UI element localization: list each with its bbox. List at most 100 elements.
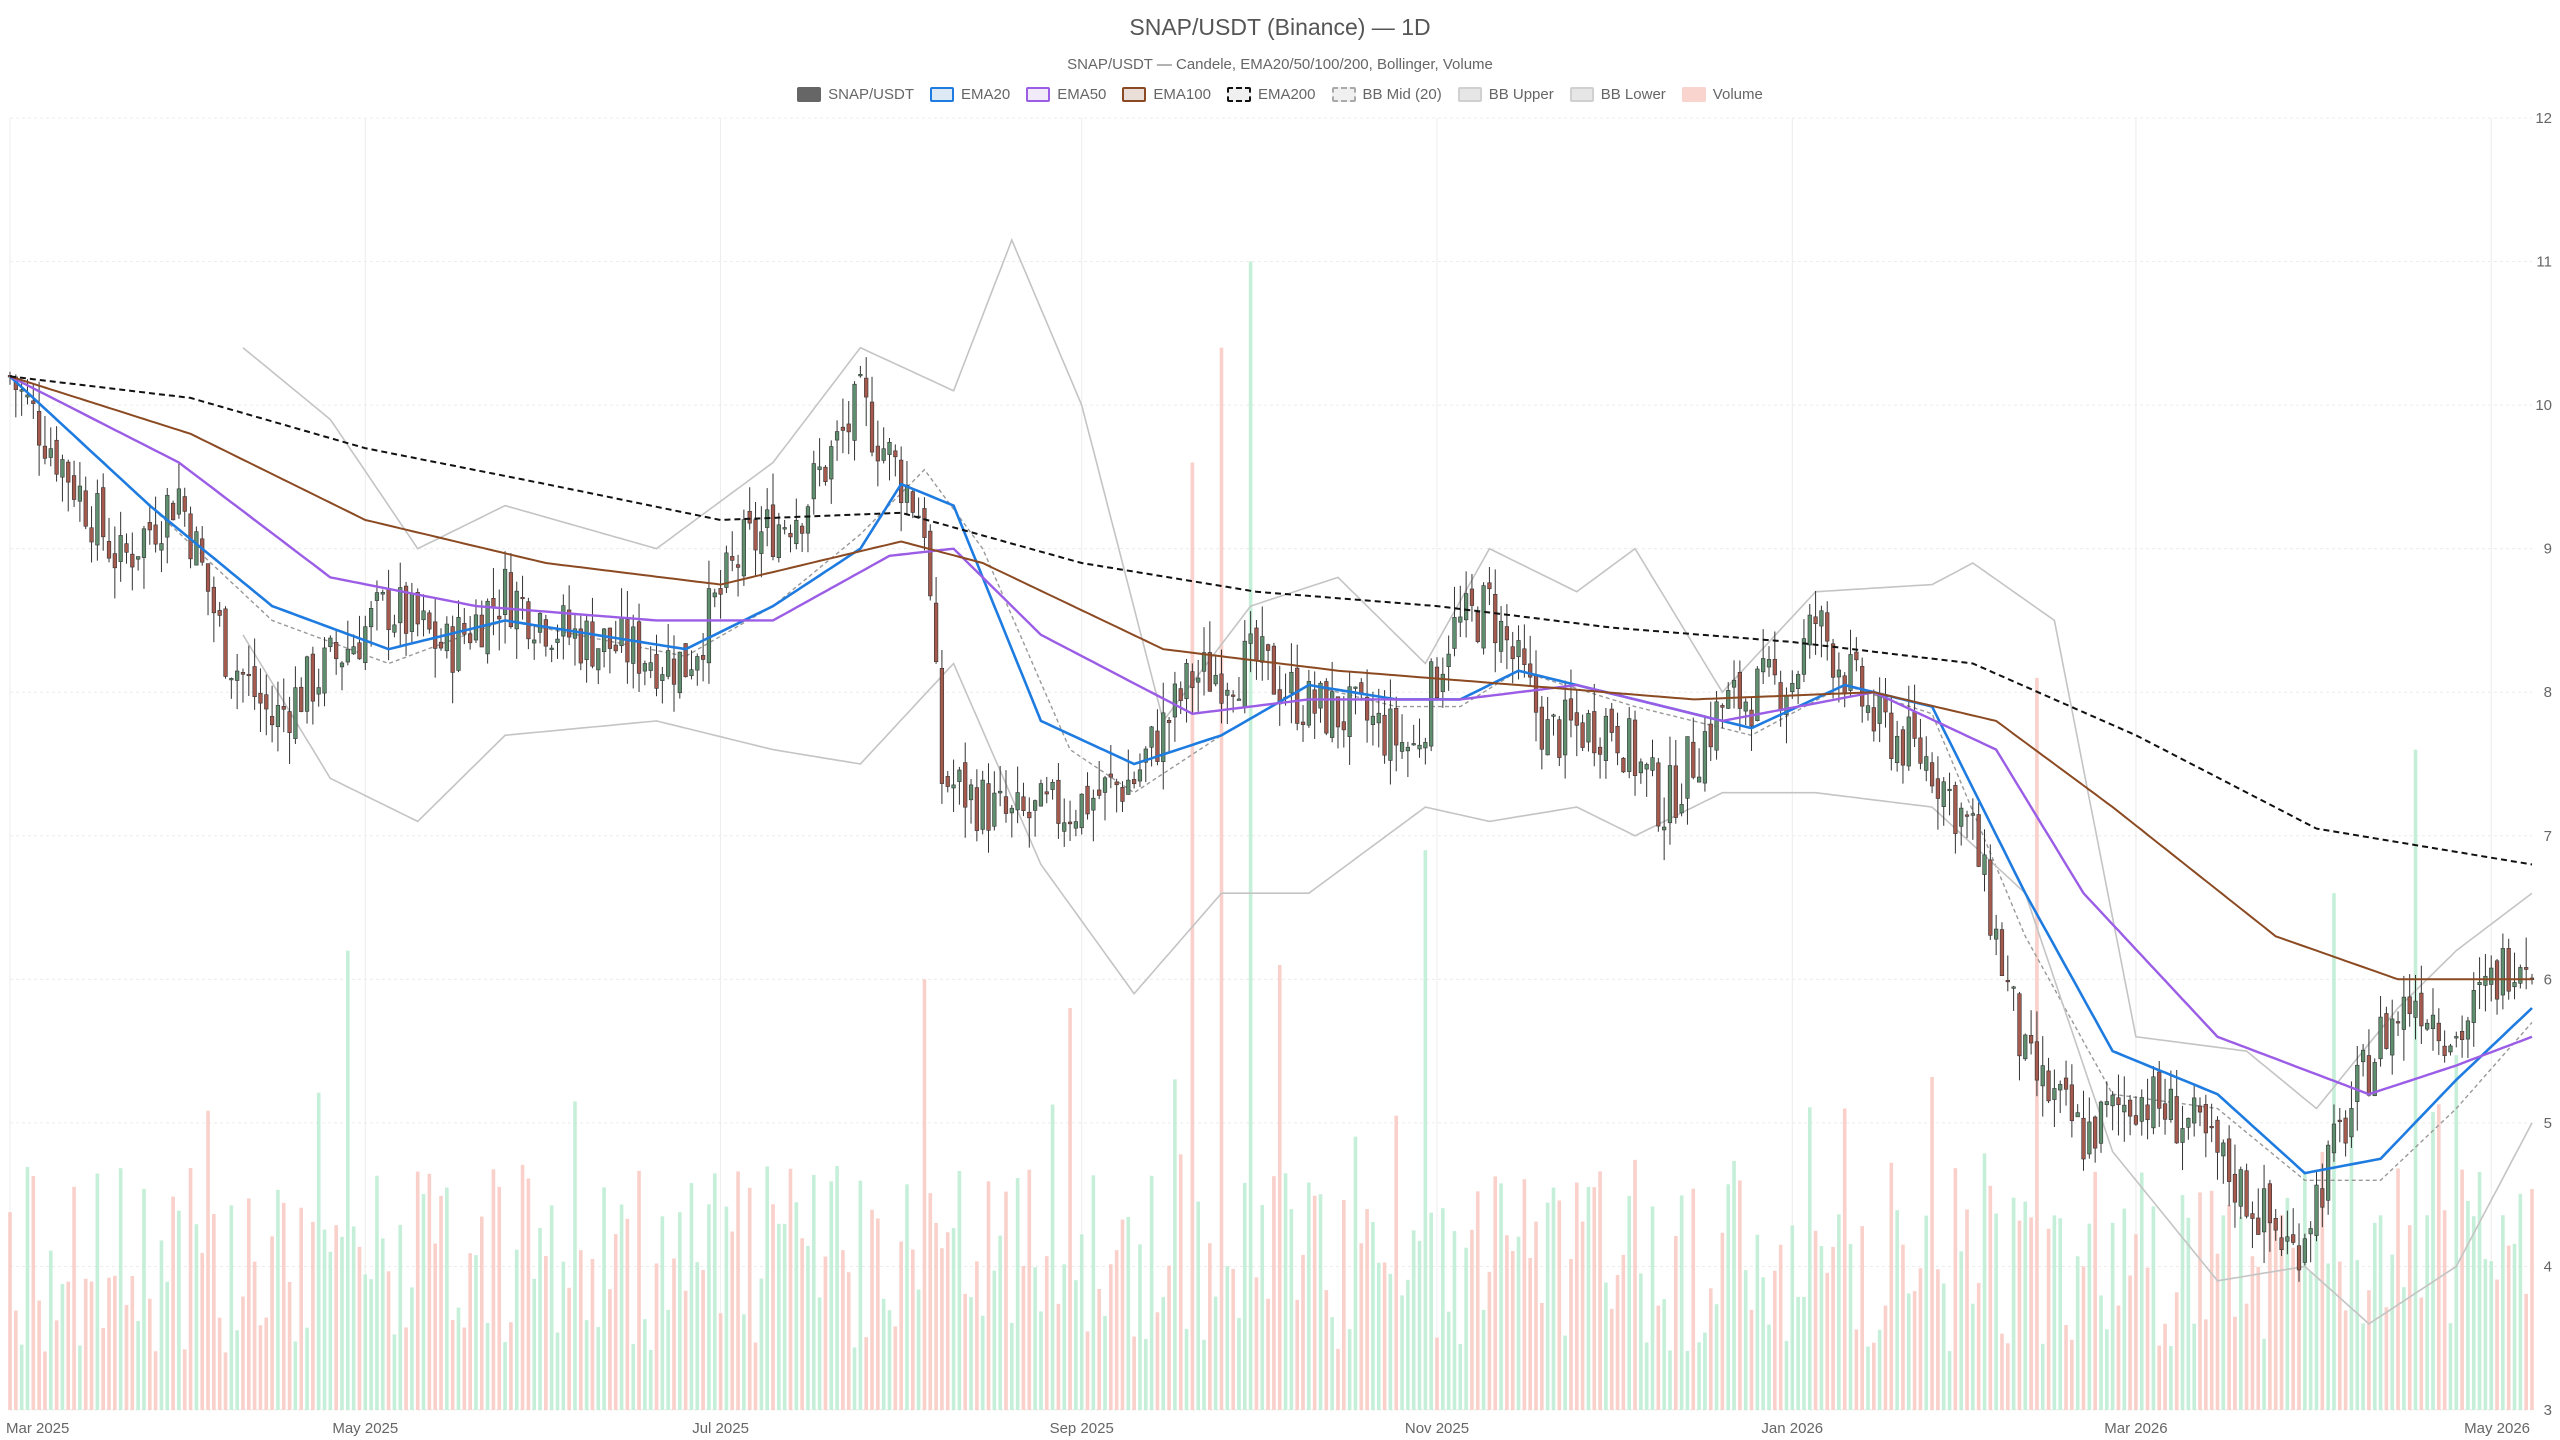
volume-bar (60, 1283, 65, 1410)
volume-bar (2402, 1287, 2406, 1410)
volume-bar (159, 1240, 164, 1410)
volume-bar (619, 1204, 624, 1410)
volume-bar (2110, 1222, 2115, 1410)
volume-bar (299, 1207, 304, 1410)
legend: SNAP/USDT EMA20 EMA50 EMA100 EMA200 BB M… (0, 86, 2560, 103)
candle-body (2279, 1237, 2284, 1250)
candle-body (2349, 1108, 2354, 1138)
candle-body (427, 612, 432, 630)
volume-bar (1411, 1230, 1416, 1410)
volume-bar (1697, 1342, 1701, 1410)
candle-body (922, 508, 927, 538)
volume-bar (421, 1193, 426, 1410)
candle-body (2302, 1238, 2307, 1263)
candle-body (1242, 640, 1247, 708)
volume-bar (1155, 1312, 1160, 1410)
legend-item-ema20[interactable]: EMA20 (930, 86, 1010, 103)
legend-label-ema100: EMA100 (1153, 86, 1211, 103)
volume-bar (701, 1270, 705, 1410)
volume-bar (765, 1166, 769, 1410)
volume-bar (1714, 1304, 1719, 1410)
volume-bar (1866, 1346, 1870, 1410)
candle-body (1988, 859, 1993, 936)
candle-body (54, 439, 59, 475)
volume-bar (718, 1313, 723, 1410)
candle-body (48, 448, 53, 458)
volume-bar (2466, 1200, 2470, 1410)
candle-body (1260, 636, 1265, 663)
candle-body (1201, 652, 1207, 672)
candle-body (159, 543, 164, 551)
volume-bar (1941, 1283, 1946, 1410)
volume-bar (2075, 1256, 2080, 1410)
volume-bar (398, 1224, 403, 1410)
legend-item-ema100[interactable]: EMA100 (1122, 86, 1211, 103)
volume-bar (1458, 1344, 1463, 1410)
candle-body (1603, 715, 1609, 761)
candle-body (1574, 712, 1579, 726)
candle-body (2116, 1097, 2121, 1106)
volume-bar (1475, 1191, 1480, 1410)
volume-bar (2198, 1192, 2202, 1410)
candle-body (1743, 701, 1748, 712)
volume-bar (1376, 1262, 1381, 1410)
volume-bar (1015, 1177, 1020, 1410)
volume-bar (602, 1187, 606, 1410)
volume-bar (2116, 1305, 2121, 1410)
volume-bar (1930, 1076, 1934, 1410)
volume-bar (2343, 1310, 2348, 1410)
candle-body (112, 553, 117, 569)
volume-bar (2337, 1261, 2342, 1410)
volume-bar (1685, 1350, 1690, 1410)
volume-bar (2372, 1222, 2377, 1410)
legend-item-volume[interactable]: Volume (1681, 86, 1763, 103)
volume-bar (1668, 1350, 1672, 1410)
volume-bar (1231, 1268, 1235, 1410)
volume-bar (858, 1180, 863, 1410)
candle-body (485, 600, 490, 655)
candle-body (1481, 585, 1486, 649)
candle-body (1149, 726, 1154, 748)
legend-item-bblow[interactable]: BB Lower (1569, 86, 1666, 103)
candle-body (1458, 616, 1463, 623)
legend-item-ema200[interactable]: EMA200 (1226, 86, 1316, 103)
candle-body (666, 650, 671, 677)
volume-bar (2128, 1275, 2132, 1410)
candle-body (887, 441, 892, 455)
volume-bar (1703, 1332, 1707, 1410)
y-tick-label: 3 (2544, 1402, 2552, 1419)
volume-bar (2244, 1303, 2249, 1410)
legend-item-price[interactable]: SNAP/USDT (797, 86, 914, 103)
candle-body (689, 669, 694, 676)
candle-body (2180, 1128, 2185, 1143)
y-tick-label: 9 (2544, 541, 2552, 558)
candle-body (2512, 982, 2517, 988)
volume-bar (147, 1298, 152, 1410)
legend-item-bbmid[interactable]: BB Mid (20) (1331, 86, 1442, 103)
volume-bar (1743, 1270, 1748, 1410)
volume-bar (1027, 1169, 1032, 1410)
volume-bar (136, 1321, 140, 1410)
volume-bar (1644, 1342, 1649, 1410)
candle-body (95, 493, 100, 546)
volume-bar (171, 1196, 175, 1410)
volume-bar (1883, 1305, 1888, 1410)
candle-body (555, 638, 560, 643)
candle-body (1452, 617, 1457, 649)
candle-body (1801, 638, 1807, 675)
volume-bar (2314, 1221, 2319, 1410)
legend-item-bbup[interactable]: BB Upper (1457, 86, 1554, 103)
volume-bar (2064, 1324, 2068, 1410)
legend-item-ema50[interactable]: EMA50 (1026, 86, 1106, 103)
candle-body (1015, 792, 1020, 811)
volume-bar (1307, 1182, 1311, 1410)
x-tick-label: Mar 2026 (2104, 1420, 2167, 1437)
volume-bar (270, 1236, 274, 1410)
candle-body (1126, 779, 1131, 795)
candle-body (2209, 1126, 2214, 1129)
volume-bar (2454, 1055, 2459, 1410)
candle-body (939, 668, 945, 784)
candle-body (2075, 1112, 2080, 1118)
candle-body (1696, 776, 1702, 783)
